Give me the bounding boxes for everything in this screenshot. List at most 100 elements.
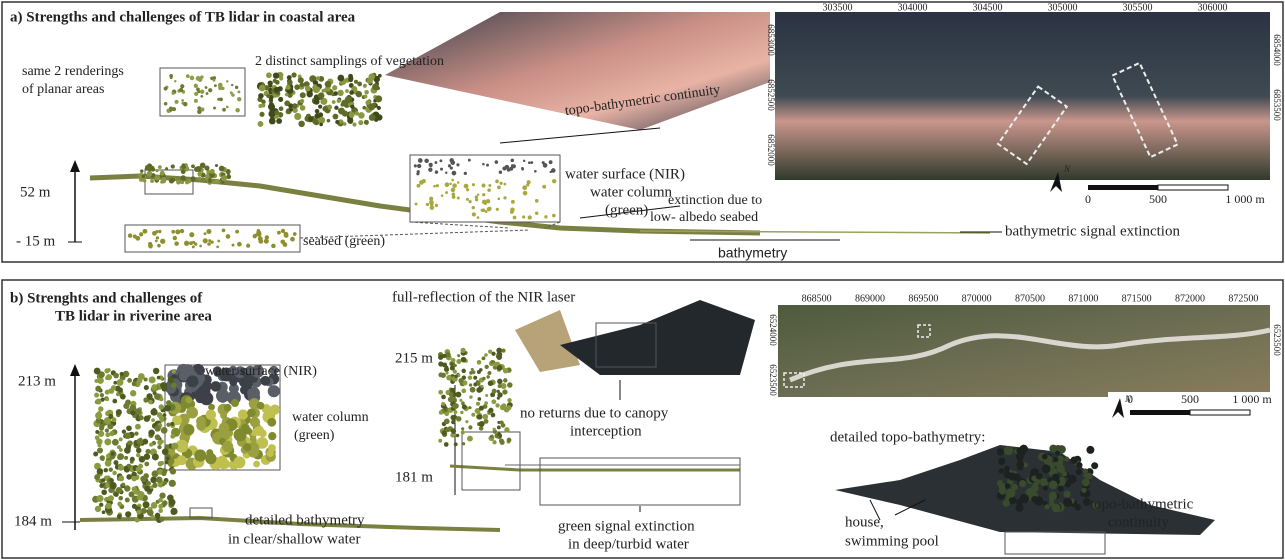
point bbox=[95, 430, 100, 434]
point bbox=[180, 175, 186, 181]
point bbox=[1056, 455, 1065, 463]
point bbox=[136, 438, 144, 445]
point bbox=[266, 449, 274, 458]
point bbox=[169, 108, 173, 112]
label: water surface (NIR) bbox=[205, 364, 317, 379]
point bbox=[96, 494, 104, 503]
point bbox=[191, 164, 195, 169]
point bbox=[368, 114, 376, 121]
point bbox=[495, 403, 500, 408]
point bbox=[108, 413, 114, 420]
point bbox=[453, 410, 458, 415]
point bbox=[469, 386, 476, 393]
point bbox=[507, 398, 512, 403]
point bbox=[280, 239, 286, 245]
point bbox=[154, 434, 161, 441]
point bbox=[186, 406, 199, 419]
river bbox=[789, 327, 1271, 383]
point bbox=[450, 428, 457, 434]
point bbox=[353, 79, 359, 84]
point bbox=[95, 398, 102, 405]
point bbox=[435, 184, 439, 188]
point bbox=[194, 242, 198, 246]
point bbox=[497, 185, 501, 190]
point bbox=[105, 453, 111, 459]
point bbox=[471, 212, 476, 217]
point bbox=[998, 457, 1006, 465]
point bbox=[480, 384, 484, 388]
beach-render bbox=[385, 12, 770, 130]
point bbox=[417, 158, 423, 163]
point bbox=[113, 460, 119, 466]
point bbox=[462, 442, 466, 446]
point bbox=[105, 432, 111, 438]
point bbox=[469, 395, 473, 399]
point bbox=[105, 397, 110, 402]
point bbox=[496, 347, 502, 354]
point bbox=[123, 402, 130, 410]
highlight-box bbox=[1111, 61, 1179, 159]
point bbox=[138, 455, 146, 463]
point bbox=[1031, 475, 1037, 482]
point bbox=[218, 85, 223, 91]
point bbox=[1081, 478, 1090, 487]
zoom-line bbox=[544, 221, 561, 229]
point bbox=[303, 81, 310, 88]
map-tick-label: 868500 bbox=[802, 293, 832, 304]
point bbox=[158, 404, 164, 410]
point bbox=[459, 398, 463, 402]
point bbox=[468, 425, 473, 430]
point bbox=[221, 440, 234, 453]
point bbox=[149, 442, 154, 447]
point bbox=[465, 197, 469, 201]
label: 0 bbox=[1127, 392, 1133, 406]
point bbox=[299, 98, 305, 104]
point bbox=[159, 516, 165, 522]
point bbox=[478, 420, 485, 427]
point bbox=[137, 373, 145, 380]
point bbox=[274, 110, 280, 116]
point bbox=[482, 376, 486, 381]
label: 184 m bbox=[14, 513, 52, 529]
point bbox=[237, 409, 249, 420]
point bbox=[94, 392, 100, 398]
point bbox=[471, 183, 475, 187]
point bbox=[339, 119, 344, 124]
point bbox=[522, 185, 527, 191]
point bbox=[172, 235, 178, 241]
point bbox=[100, 457, 105, 461]
point bbox=[117, 453, 125, 461]
point bbox=[148, 376, 156, 384]
map-tick-label: 304500 bbox=[973, 2, 1003, 13]
point bbox=[243, 443, 252, 452]
point bbox=[496, 354, 503, 360]
point bbox=[149, 165, 155, 171]
point bbox=[195, 393, 205, 404]
point bbox=[143, 415, 151, 422]
point bbox=[535, 211, 539, 215]
point bbox=[157, 165, 162, 170]
point bbox=[230, 83, 234, 87]
label: seabed (green) bbox=[303, 234, 385, 249]
label: 213 m bbox=[18, 373, 56, 389]
point bbox=[443, 442, 449, 447]
point bbox=[171, 229, 176, 234]
point bbox=[97, 430, 105, 437]
scale-bar bbox=[1088, 185, 1158, 190]
label: topo-bathymetric bbox=[1090, 496, 1194, 512]
point bbox=[373, 75, 380, 83]
point bbox=[144, 461, 150, 467]
point bbox=[284, 100, 291, 107]
point bbox=[171, 442, 179, 450]
point bbox=[99, 483, 105, 489]
point bbox=[460, 430, 465, 435]
point bbox=[104, 417, 112, 425]
point bbox=[287, 79, 293, 86]
point bbox=[1019, 493, 1030, 504]
point bbox=[284, 92, 289, 97]
bank-render bbox=[515, 310, 580, 372]
point bbox=[226, 80, 229, 83]
point bbox=[1049, 444, 1058, 453]
scale-bar bbox=[1130, 410, 1190, 415]
label: in deep/turbid water bbox=[568, 536, 689, 552]
